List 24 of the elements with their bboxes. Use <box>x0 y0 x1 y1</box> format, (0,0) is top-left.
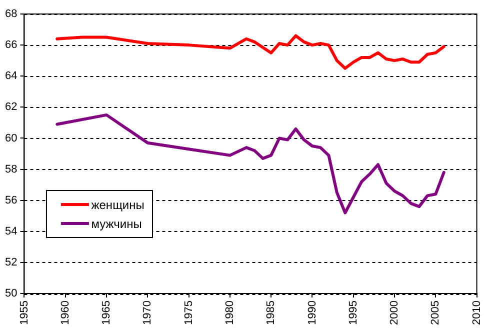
x-tick-label: 1965 <box>100 300 113 326</box>
y-tick-label: 66 <box>4 39 18 52</box>
y-tick-label: 64 <box>4 70 18 82</box>
y-tick-label: 62 <box>4 101 18 114</box>
y-tick-label: 68 <box>4 8 18 20</box>
x-tick-label: 1985 <box>265 300 278 326</box>
y-tick-label: 56 <box>4 194 18 206</box>
x-tick-label: 2010 <box>470 300 483 326</box>
x-tick-label: 1955 <box>18 300 30 326</box>
y-tick-label: 54 <box>4 225 18 238</box>
x-tick-label: 1970 <box>142 300 154 326</box>
x-tick-label: 1960 <box>59 300 72 326</box>
x-tick-label: 1975 <box>182 300 195 326</box>
y-tick-label: 50 <box>4 288 18 300</box>
x-tick-label: 2000 <box>388 300 401 326</box>
y-tick-label: 58 <box>4 163 18 176</box>
x-tick-label: 1995 <box>347 300 360 326</box>
x-tick-label: 1980 <box>224 300 236 326</box>
y-tick-label: 52 <box>4 256 18 268</box>
y-tick-label: 60 <box>4 132 18 144</box>
legend-label: женщины <box>91 198 144 212</box>
legend-label: мужчины <box>91 216 142 230</box>
x-tick-label: 1990 <box>306 300 318 326</box>
x-tick-label: 2005 <box>430 300 442 326</box>
